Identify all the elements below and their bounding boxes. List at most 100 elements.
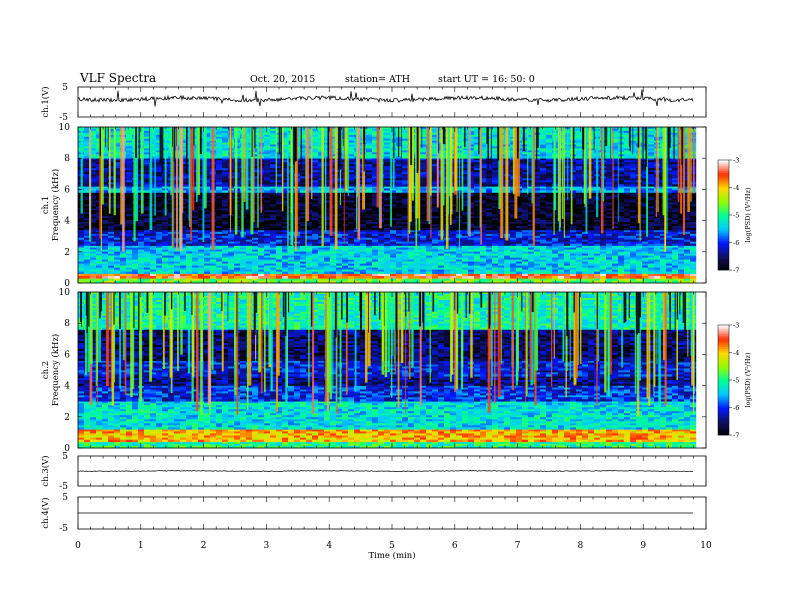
spectrogram-cell xyxy=(360,231,367,235)
spectrogram-cell xyxy=(156,188,163,191)
spectrogram-cell xyxy=(276,263,283,266)
spectrogram-cell xyxy=(150,224,157,227)
spectrogram-cell xyxy=(420,269,427,272)
spectrogram-cell xyxy=(564,276,571,279)
spectrogram-cell xyxy=(456,237,463,241)
spectrogram-cell xyxy=(372,218,379,221)
spectrogram-cell xyxy=(546,190,553,193)
spectrogram-cell xyxy=(672,222,679,225)
spectrogram-cell xyxy=(216,198,223,201)
spectrogram-cell xyxy=(474,228,481,231)
spectrogram-cell xyxy=(570,253,577,256)
spectrogram-cell xyxy=(102,210,109,213)
spectrogram-cell xyxy=(624,186,631,189)
spectrogram-cell xyxy=(96,202,103,205)
spectrogram-cell xyxy=(288,261,295,264)
spectrogram-cell xyxy=(642,239,649,242)
spectrogram-cell xyxy=(642,259,649,262)
spectrogram-cell xyxy=(552,259,559,262)
spectrogram-cell xyxy=(108,218,115,221)
spectrogram-cell xyxy=(384,198,391,201)
spectrogram-cell xyxy=(330,276,337,279)
spectrogram-cell xyxy=(324,218,331,221)
spectrogram-cell xyxy=(150,208,157,211)
spectrogram-cell xyxy=(216,208,223,211)
spectrogram-cell xyxy=(90,220,97,223)
spectrogram-cell xyxy=(612,228,619,231)
spectrogram-cell xyxy=(462,235,469,239)
spectrogram-cell xyxy=(180,243,187,246)
spectrogram-cell xyxy=(252,204,259,207)
spectrogram-cell xyxy=(348,278,355,281)
spectrogram-cell xyxy=(576,251,583,254)
spectrogram-cell xyxy=(420,267,427,270)
spectrogram-cell xyxy=(96,276,103,279)
spectrogram-cell xyxy=(642,231,649,235)
spectrogram-cell xyxy=(144,220,151,223)
spectrogram-cell xyxy=(630,271,637,274)
spectrogram-cell xyxy=(282,276,289,279)
spectrogram-cell xyxy=(144,194,151,197)
spectrogram-cell xyxy=(546,212,553,215)
spectrogram-cell xyxy=(288,249,295,252)
spectrogram-cell xyxy=(276,276,283,279)
spectrogram-cell xyxy=(96,267,103,270)
spectrogram-cell xyxy=(450,218,457,221)
spectrogram-cell xyxy=(474,243,481,246)
spectrogram-cell xyxy=(258,269,265,272)
spectrogram-cell xyxy=(468,245,475,248)
spectrogram-cell xyxy=(492,204,499,207)
spectrogram-cell xyxy=(348,226,355,229)
spectrogram-cell xyxy=(246,224,253,227)
spectrogram-cell xyxy=(396,239,403,242)
spectrogram-cell xyxy=(258,263,265,266)
spectrogram-cell xyxy=(156,253,163,256)
spectrogram-cell xyxy=(240,245,247,248)
spectrogram-cell xyxy=(372,192,379,195)
spectrogram-cell xyxy=(204,255,211,258)
spectrogram-cell xyxy=(318,231,325,235)
spectrogram-cell xyxy=(678,259,685,262)
spectrogram-cell xyxy=(204,204,211,207)
spectrogram-cell xyxy=(120,261,127,264)
spectrogram-cell xyxy=(186,230,193,233)
spectrogram-cell xyxy=(420,200,427,203)
spectrogram-cell xyxy=(276,247,283,250)
spectrogram-cell xyxy=(90,249,97,252)
spectrogram-cell xyxy=(252,206,259,209)
spectrogram-cell xyxy=(96,200,103,203)
spectrogram-cell xyxy=(384,241,391,244)
spectrogram-cell xyxy=(558,226,565,229)
spectrogram-cell xyxy=(630,280,637,284)
spectrogram-cell xyxy=(390,216,397,219)
spectrogram-cell xyxy=(210,265,217,268)
spectrogram-cell xyxy=(180,228,187,231)
spectrogram-cell xyxy=(618,216,625,219)
spectrogram-cell xyxy=(312,194,319,197)
spectrogram-cell xyxy=(516,249,523,252)
spectrogram-cell xyxy=(126,192,133,195)
spectrogram-cell xyxy=(198,212,205,215)
spectrogram-cell xyxy=(114,216,121,219)
spectrogram-cell xyxy=(318,249,325,252)
spectrogram-cell xyxy=(252,218,259,221)
spectrogram-cell xyxy=(264,280,271,284)
spectrogram-cell xyxy=(192,190,199,193)
spectrogram-cell xyxy=(342,278,349,281)
spectrogram-cell xyxy=(612,208,619,211)
spectrogram-cell xyxy=(108,222,115,225)
spectrogram-cell xyxy=(450,265,457,268)
spectrogram-cell xyxy=(594,228,601,231)
spectrogram-cell xyxy=(354,280,361,284)
spectrogram-cell xyxy=(300,267,307,270)
spectrogram-cell xyxy=(240,263,247,266)
spectrogram-cell xyxy=(276,278,283,281)
spectrogram-cell xyxy=(300,216,307,219)
spectrogram-cell xyxy=(198,263,205,266)
spectrogram-cell xyxy=(606,192,613,195)
spectrogram-cell xyxy=(222,255,229,258)
spectrogram-cell xyxy=(558,216,565,219)
spectrogram-cell xyxy=(648,251,655,254)
spectrogram-cell xyxy=(90,216,97,219)
spectrogram-cell xyxy=(666,222,673,225)
